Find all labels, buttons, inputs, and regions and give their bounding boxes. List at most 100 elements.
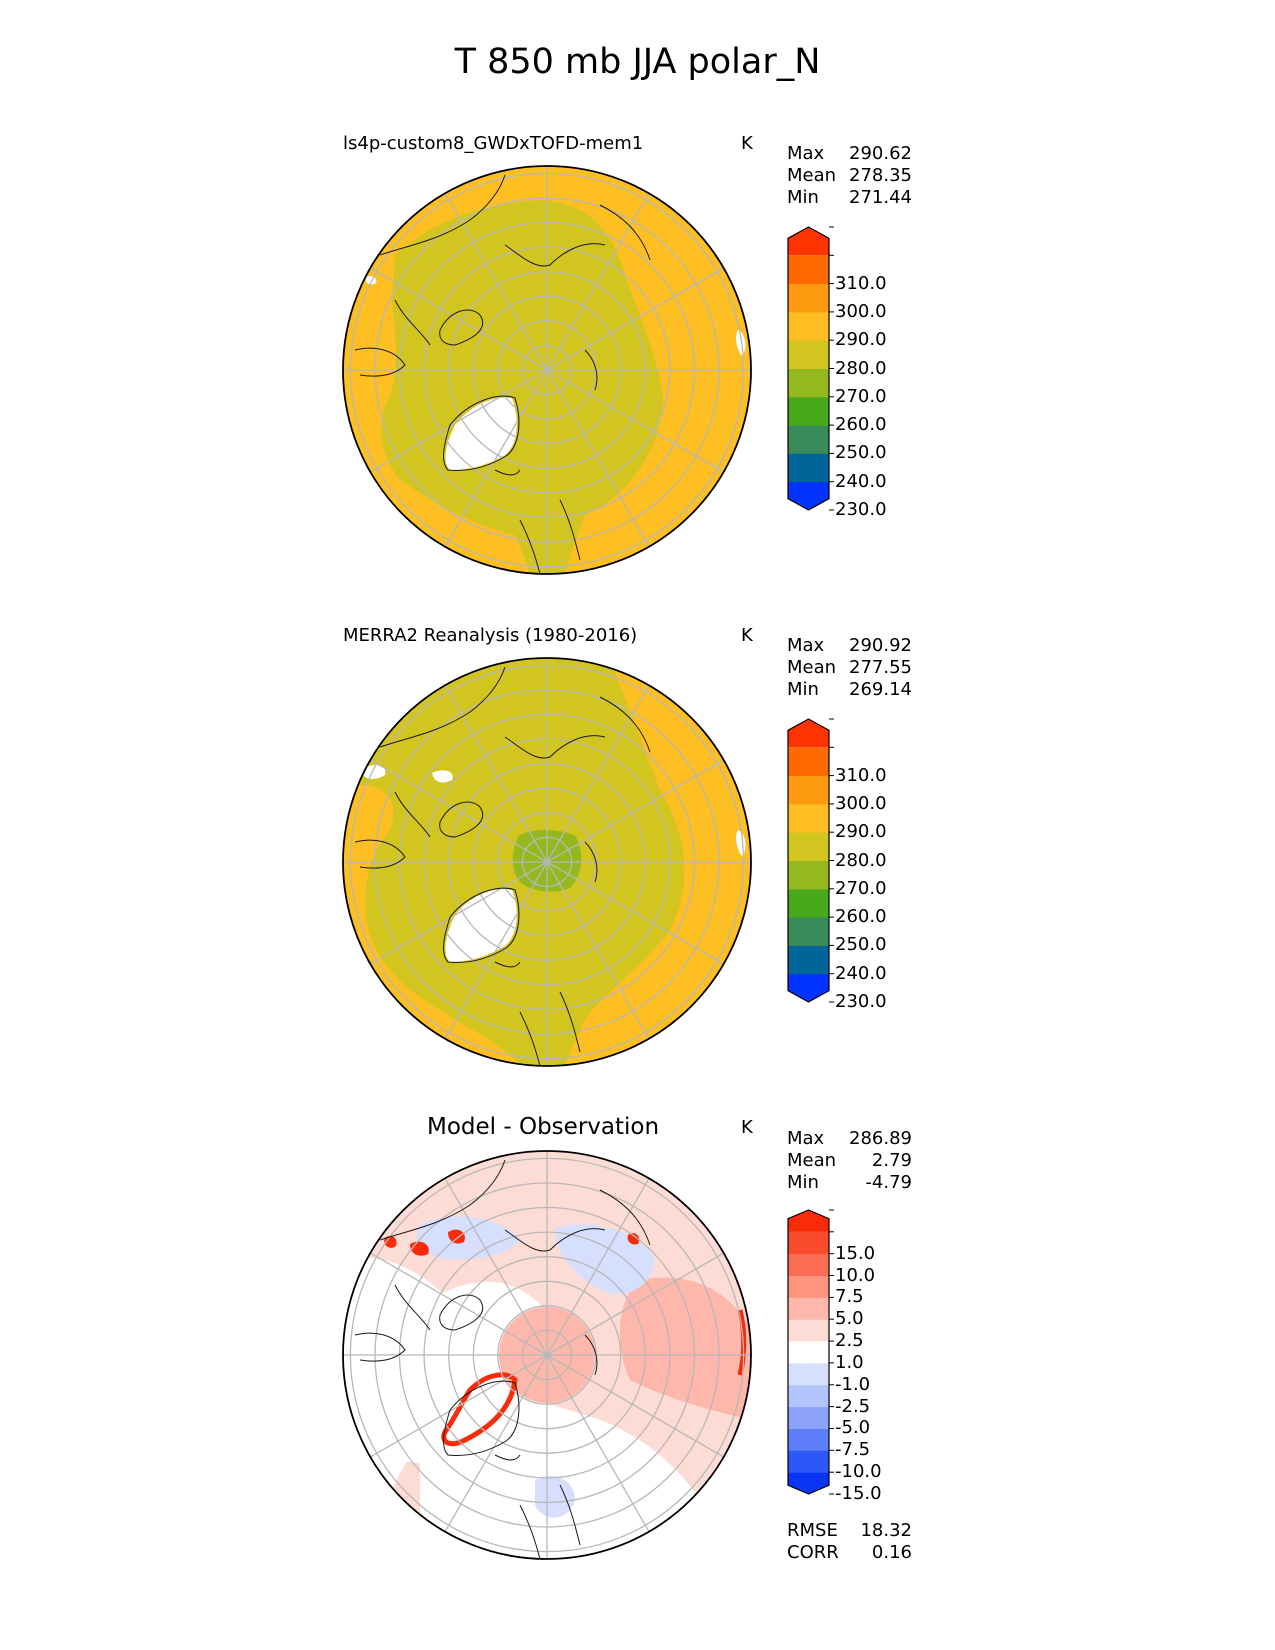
rmse-value: 18.32 — [860, 1520, 912, 1541]
obs-coastlines — [354, 666, 651, 1067]
meridian-line — [546, 861, 650, 1040]
figure-title: T 850 mb JJA polar_N — [454, 42, 821, 82]
meridian-line — [444, 861, 548, 1040]
diff-field-warm-east — [619, 1277, 751, 1420]
coastline-segment — [443, 887, 520, 963]
colorbar-obs-tick-label: 270.0 — [835, 877, 887, 899]
colorbar-diff-tick-label: 15.0 — [835, 1242, 876, 1264]
colorbar-bin — [788, 396, 829, 426]
colorbar-diff-tick-label: 7.5 — [835, 1286, 864, 1308]
model-stat-max-value: 290.62 — [849, 143, 912, 164]
colorbar-bin — [788, 917, 829, 946]
colorbar-bin — [788, 1253, 829, 1277]
model-coastlines — [354, 174, 651, 575]
coastline-segment — [439, 1294, 483, 1331]
colorbar-bin — [788, 775, 829, 805]
coastline-segment — [354, 1332, 406, 1362]
coastline-segment — [354, 839, 406, 869]
colorbar-bin — [788, 747, 829, 777]
colorbar-bin — [788, 368, 829, 398]
colorbar-extend-max — [788, 719, 829, 748]
diff-field-cool-south — [535, 1476, 575, 1518]
diff-stat-mean-value: 2.79 — [871, 1150, 912, 1171]
diff-stat-mean-label: Mean — [787, 1150, 837, 1171]
colorbar-outline — [787, 226, 830, 511]
coastline-segment — [379, 174, 506, 256]
coastline-segment — [599, 1189, 651, 1246]
coastline-segment — [439, 801, 483, 838]
obs-map-border — [342, 657, 752, 1067]
obs-stat-min-value: 269.14 — [849, 679, 912, 700]
model-field-arctic — [381, 200, 663, 574]
obs-stat-mean-value: 277.55 — [849, 657, 912, 678]
coastline-segment — [519, 519, 541, 575]
model-stat-min-label: Min — [787, 187, 819, 208]
colorbar-extend-min — [788, 1472, 829, 1494]
colorbar-bin — [788, 1275, 829, 1298]
corr-label: CORR — [787, 1542, 839, 1563]
colorbar-diff-tick-label: -7.5 — [835, 1439, 871, 1461]
colorbar-diff-tick-label: -5.0 — [835, 1417, 871, 1439]
colorbar-diff-tick-label: 2.5 — [835, 1330, 864, 1352]
diff-stat-max-value: 286.89 — [849, 1128, 912, 1149]
coastline-segment — [519, 1011, 541, 1067]
obs-stat-max-value: 290.92 — [849, 635, 912, 656]
colorbar-bin — [788, 425, 829, 454]
coastline-segment — [504, 1228, 606, 1252]
corr-value: 0.16 — [871, 1542, 912, 1563]
meridian-line — [444, 1354, 548, 1533]
colorbar-bin — [788, 255, 829, 285]
colorbar-obs-tick-label: 280.0 — [835, 849, 887, 871]
colorbar-bin — [788, 1341, 829, 1364]
coastline-segment — [559, 1484, 581, 1546]
coastline-segment — [559, 499, 581, 561]
colorbar-bin — [788, 860, 829, 890]
coastline-segment — [494, 961, 521, 968]
meridian-line — [546, 759, 725, 863]
colorbar-model-tick-label: 310.0 — [835, 272, 887, 294]
diff-hotspot-4 — [627, 1233, 640, 1245]
meridian-line — [546, 1252, 725, 1356]
meridian-line — [369, 1252, 548, 1356]
coastline-segment — [379, 1159, 506, 1241]
model-stat-mean-label: Mean — [787, 165, 837, 186]
obs-nodata-patch — [362, 764, 386, 779]
coastline-segment — [439, 309, 483, 346]
colorbar-diff-tick-label: -10.0 — [835, 1461, 882, 1483]
meridian-line — [444, 684, 548, 863]
colorbar-obs-tick-label: 230.0 — [835, 991, 887, 1012]
model-greenland-nodata — [445, 397, 517, 470]
obs-graticule — [343, 658, 751, 1066]
meridian-line — [369, 267, 548, 371]
meridian-line — [444, 369, 548, 548]
colorbar-diff-tick-label: 10.0 — [835, 1264, 876, 1286]
meridian-line — [546, 369, 725, 473]
meridian-line — [444, 192, 548, 371]
diff-units: K — [741, 1117, 753, 1138]
colorbar-obs-tick-label: 300.0 — [835, 792, 887, 814]
colorbar-bin — [788, 803, 829, 833]
colorbar-obs-tick-label: 250.0 — [835, 934, 887, 956]
colorbar-diff-tick-label: -1.0 — [835, 1373, 871, 1395]
colorbar-diff-tick-label: 1.0 — [835, 1351, 864, 1373]
coastline-segment — [584, 841, 598, 883]
colorbar-model-tick-label: 240.0 — [835, 470, 887, 492]
coastline-segment — [584, 1334, 598, 1376]
coastline-segment — [394, 791, 431, 838]
diff-stat-min-label: Min — [787, 1172, 819, 1193]
model-graticule — [343, 166, 751, 574]
coastline-segment — [394, 1284, 431, 1331]
model-stat-min-value: 271.44 — [849, 187, 912, 208]
colorbar-bin — [788, 945, 829, 975]
coastline-segment — [494, 469, 521, 476]
colorbar-obs-tick-label: 290.0 — [835, 821, 887, 843]
model-panel-title: ls4p-custom8_GWDxTOFD-mem1 — [343, 133, 644, 154]
colorbar-bin — [788, 832, 829, 861]
meridian-line — [546, 369, 650, 548]
coastline-segment — [519, 1504, 541, 1560]
obs-colorbar — [787, 718, 834, 1003]
diff-graticule — [343, 1151, 751, 1559]
colorbar-diff-tick-label: -15.0 — [835, 1483, 882, 1504]
diff-stat-max-label: Max — [787, 1128, 825, 1149]
coastline-segment — [504, 243, 606, 267]
